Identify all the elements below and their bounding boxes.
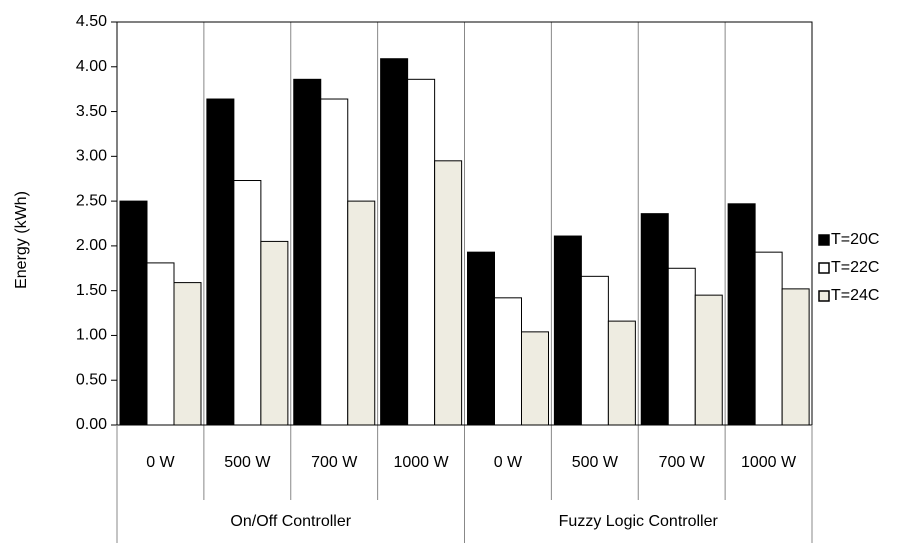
bar	[347, 200, 376, 426]
legend-label: T=24C	[831, 287, 879, 304]
y-tick-label: 4.50	[76, 13, 107, 30]
bar	[293, 78, 322, 426]
x-tick-label: 700 W	[311, 454, 358, 471]
bar	[320, 98, 349, 426]
legend-swatch	[818, 234, 830, 246]
y-tick-label: 0.50	[76, 371, 107, 388]
bar	[521, 331, 549, 426]
bar	[467, 251, 495, 426]
bar	[173, 282, 202, 426]
bar	[119, 200, 148, 426]
y-tick-label: 0.00	[76, 416, 107, 433]
x-tick-label: 500 W	[224, 454, 271, 471]
bar	[727, 203, 756, 426]
x-tick-label: 0 W	[494, 454, 523, 471]
bar	[640, 213, 669, 426]
bar	[494, 297, 522, 426]
x-tick-label: 500 W	[572, 454, 619, 471]
x-tick-label: 0 W	[146, 454, 175, 471]
bar	[667, 267, 696, 426]
bar	[580, 275, 609, 426]
bar	[781, 288, 810, 426]
group-label: Fuzzy Logic Controller	[559, 513, 719, 530]
y-tick-label: 4.00	[76, 58, 107, 75]
y-tick-label: 1.50	[76, 282, 107, 299]
plot-border	[116, 21, 813, 426]
x-tick-label: 1000 W	[393, 454, 449, 471]
bar	[694, 294, 723, 426]
bar	[380, 58, 409, 426]
bar	[146, 262, 175, 426]
bar	[206, 98, 235, 426]
x-tick-label: 700 W	[659, 454, 706, 471]
legend-swatch	[818, 262, 830, 274]
y-tick-label: 2.50	[76, 192, 107, 209]
bar	[553, 235, 582, 426]
legend-label: T=20C	[831, 231, 879, 248]
y-tick-label: 3.00	[76, 148, 107, 165]
y-tick-label: 2.00	[76, 237, 107, 254]
bar	[407, 78, 436, 426]
y-tick-label: 3.50	[76, 103, 107, 120]
group-label: On/Off Controller	[230, 513, 351, 530]
y-tick-label: 1.00	[76, 327, 107, 344]
y-axis-title: Energy (kWh)	[13, 191, 30, 289]
legend-swatch	[818, 290, 830, 302]
bar	[260, 240, 289, 426]
bar	[607, 320, 636, 426]
bar	[434, 160, 463, 426]
bar	[233, 180, 262, 426]
bar	[754, 251, 783, 426]
x-tick-label: 1000 W	[741, 454, 797, 471]
legend-label: T=22C	[831, 259, 879, 276]
